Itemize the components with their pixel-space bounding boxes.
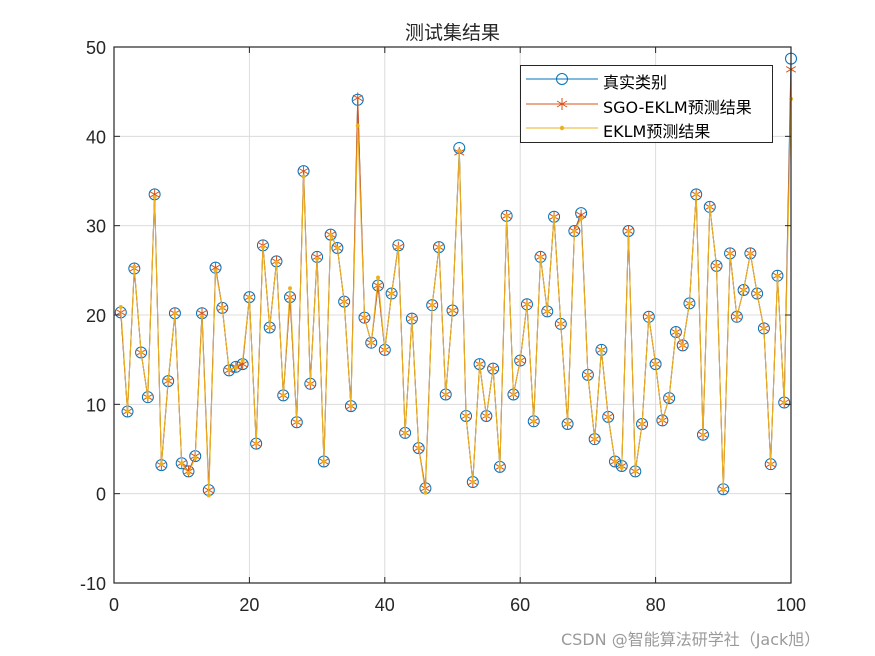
x-tick-label: 60 — [510, 595, 530, 615]
x-tick-label: 80 — [646, 595, 666, 615]
x-tick-label: 20 — [239, 595, 259, 615]
y-tick-label: 50 — [86, 38, 106, 58]
circle-marker-icon — [526, 73, 598, 85]
y-tick-label: 30 — [86, 217, 106, 237]
legend-label: 真实类别 — [603, 73, 668, 92]
legend-label: SGO-EKLM预测结果 — [603, 98, 752, 117]
legend-label: EKLM预测结果 — [603, 122, 711, 141]
asterisk-marker-icon — [526, 98, 598, 110]
y-tick-label: 40 — [86, 127, 106, 147]
x-tick-label: 0 — [109, 595, 119, 615]
legend: 真实类别 SGO-EKLM预测结果 EKLM预测结果 — [520, 65, 773, 143]
series-dot — [118, 96, 793, 498]
legend-item-true-class: 真实类别 — [521, 68, 772, 92]
legend-item-sgo-eklm: SGO-EKLM预测结果 — [521, 93, 772, 117]
chart-title: 测试集结果 — [404, 22, 500, 44]
y-tick-label: 20 — [86, 306, 106, 326]
grid-lines — [114, 47, 791, 583]
x-tick-label: 100 — [776, 595, 806, 615]
y-tick-label: 0 — [96, 485, 106, 505]
y-tick-label: 10 — [86, 395, 106, 415]
data-series — [114, 52, 797, 498]
watermark: CSDN @智能算法研学社（Jack旭） — [561, 630, 821, 649]
y-tick-label: -10 — [80, 574, 106, 594]
legend-item-eklm: EKLM预测结果 — [521, 117, 772, 141]
x-tick-label: 40 — [375, 595, 395, 615]
dot-marker-icon — [526, 125, 598, 131]
